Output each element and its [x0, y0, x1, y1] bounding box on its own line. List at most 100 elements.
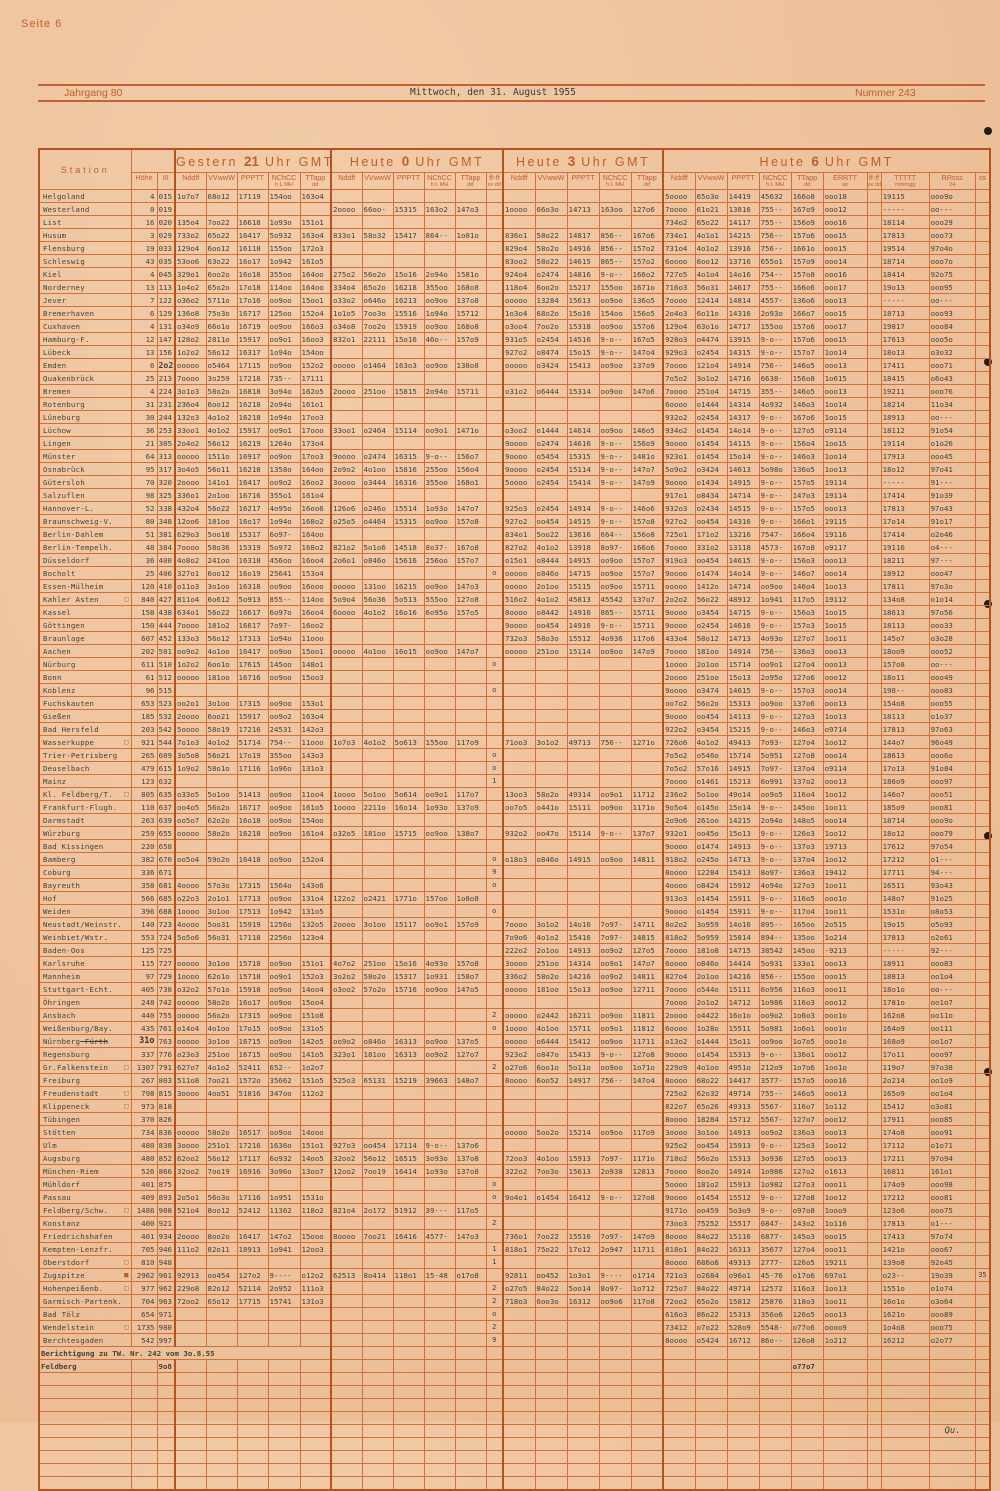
obs-value: ooo75: [928, 1203, 976, 1217]
obs-value: [974, 1229, 991, 1243]
obs-value: ooo73: [928, 228, 976, 242]
obs-value: ooo13: [822, 358, 868, 372]
obs-value: 117o9: [454, 735, 487, 749]
obs-value: o1o26: [928, 436, 976, 450]
obs-value: 833o1: [330, 228, 363, 242]
obs-value: [866, 1177, 882, 1191]
station-mark-icon: ■: [124, 1270, 129, 1279]
obs-value: 57o1o: [205, 982, 238, 996]
obs-value: 167o9: [790, 202, 824, 216]
obs-value: [630, 891, 664, 905]
station-row: Trier-Petrisberg 265 609 3o5o8 56o21 17o19 355…: [38, 748, 991, 762]
obs-value: [485, 1437, 504, 1451]
obs-value: 126o5: [790, 1307, 824, 1321]
obs-value: [361, 436, 394, 450]
obs-value: [423, 657, 456, 671]
obs-value: [866, 423, 882, 437]
obs-value: 1o94o: [267, 345, 301, 359]
obs-value: 15714: [726, 657, 760, 671]
obs-value: [534, 878, 568, 892]
obs-value: 7oo19: [361, 1164, 394, 1178]
obs-value: 157o8: [630, 514, 664, 528]
obs-value: [974, 722, 991, 736]
obs-value: 17112: [880, 1138, 930, 1152]
column-header: ff-ff xx dd: [485, 172, 504, 190]
obs-value: ooo6o: [928, 748, 976, 762]
station-elevation: 150: [130, 618, 158, 632]
obs-value: 15917: [236, 709, 269, 723]
obs-value: 5o614: [392, 787, 425, 801]
obs-value: 147o2: [267, 1229, 301, 1243]
obs-value: 58o1o: [205, 761, 238, 775]
obs-value: 167o5: [630, 332, 664, 346]
station-name: Lingen: [38, 436, 132, 450]
obs-value: 1o712: [630, 1281, 664, 1295]
station-number: 934: [156, 1229, 176, 1243]
obs-value: [423, 618, 456, 632]
obs-value: [454, 1320, 487, 1334]
station-elevation: 31o: [130, 1034, 158, 1048]
station-elevation: 265: [130, 748, 158, 762]
station-row: Rotenburg 31 231 236o4 6oo12 16218 2o94o 161o1 6…: [38, 397, 991, 411]
column-header: TTapp dd: [790, 172, 824, 190]
obs-value: oo9oo: [598, 579, 632, 593]
obs-value: [361, 1424, 394, 1438]
station-elevation: 140: [130, 917, 158, 931]
obs-value: 1oo13: [822, 462, 868, 476]
obs-value: [822, 1385, 868, 1399]
obs-value: [630, 1177, 664, 1191]
obs-value: [502, 1437, 536, 1451]
obs-value: [454, 1255, 487, 1269]
obs-value: [423, 748, 456, 762]
obs-value: [630, 865, 664, 879]
obs-value: [454, 839, 487, 853]
obs-value: 166o1: [790, 514, 824, 528]
obs-value: [598, 1476, 632, 1491]
station-name: Norderney: [38, 280, 132, 294]
obs-value: 251oo: [534, 644, 568, 658]
station-number: 348: [156, 514, 176, 528]
obs-value: 14713: [726, 631, 760, 645]
obs-value: ooo33: [928, 618, 976, 632]
station-name: Bremerhaven: [38, 306, 132, 320]
obs-value: 147o5: [454, 982, 487, 996]
obs-value: 14417: [726, 1073, 760, 1087]
obs-value: 818o2: [662, 930, 696, 944]
obs-value: 1oo14: [822, 397, 868, 411]
obs-value: [174, 1333, 207, 1347]
obs-value: 68o22: [694, 1073, 728, 1087]
obs-value: [485, 501, 504, 515]
obs-value: [423, 761, 456, 775]
obs-value: [502, 1255, 536, 1269]
obs-value: 725o1: [662, 527, 696, 541]
obs-value: 16316: [392, 475, 425, 489]
obs-value: [299, 1372, 332, 1386]
obs-value: [866, 371, 882, 385]
obs-value: 1oo12: [822, 735, 868, 749]
obs-value: [866, 1164, 882, 1178]
obs-value: [485, 423, 504, 437]
obs-value: 14317: [726, 410, 760, 424]
obs-value: 16315: [392, 449, 425, 463]
obs-value: 97o56: [928, 605, 976, 619]
obs-value: oo9oo: [267, 670, 301, 684]
obs-value: 58o2o: [534, 787, 568, 801]
obs-value: [299, 1333, 332, 1347]
obs-value: [866, 1073, 882, 1087]
station-number: 658: [156, 839, 176, 853]
punch-dot: [984, 127, 992, 135]
obs-value: o32o2: [174, 982, 207, 996]
obs-value: 1oo15: [822, 436, 868, 450]
obs-value: [974, 1164, 991, 1178]
obs-value: 171o2: [694, 527, 728, 541]
obs-value: o34o8: [330, 319, 363, 333]
obs-value: [566, 683, 600, 697]
station-name: Wasserkuppe □: [38, 735, 132, 749]
obs-value: oo9o1: [423, 423, 456, 437]
obs-value: [174, 1424, 207, 1438]
station-row: Salzuflen 98 325 336o1 2o1oo 16716 355o1 161o4 9…: [38, 488, 991, 502]
obs-value: 117o5: [454, 1203, 487, 1217]
obs-value: o13o2: [662, 1034, 696, 1048]
obs-value: [267, 865, 301, 879]
obs-value: [423, 1190, 456, 1204]
